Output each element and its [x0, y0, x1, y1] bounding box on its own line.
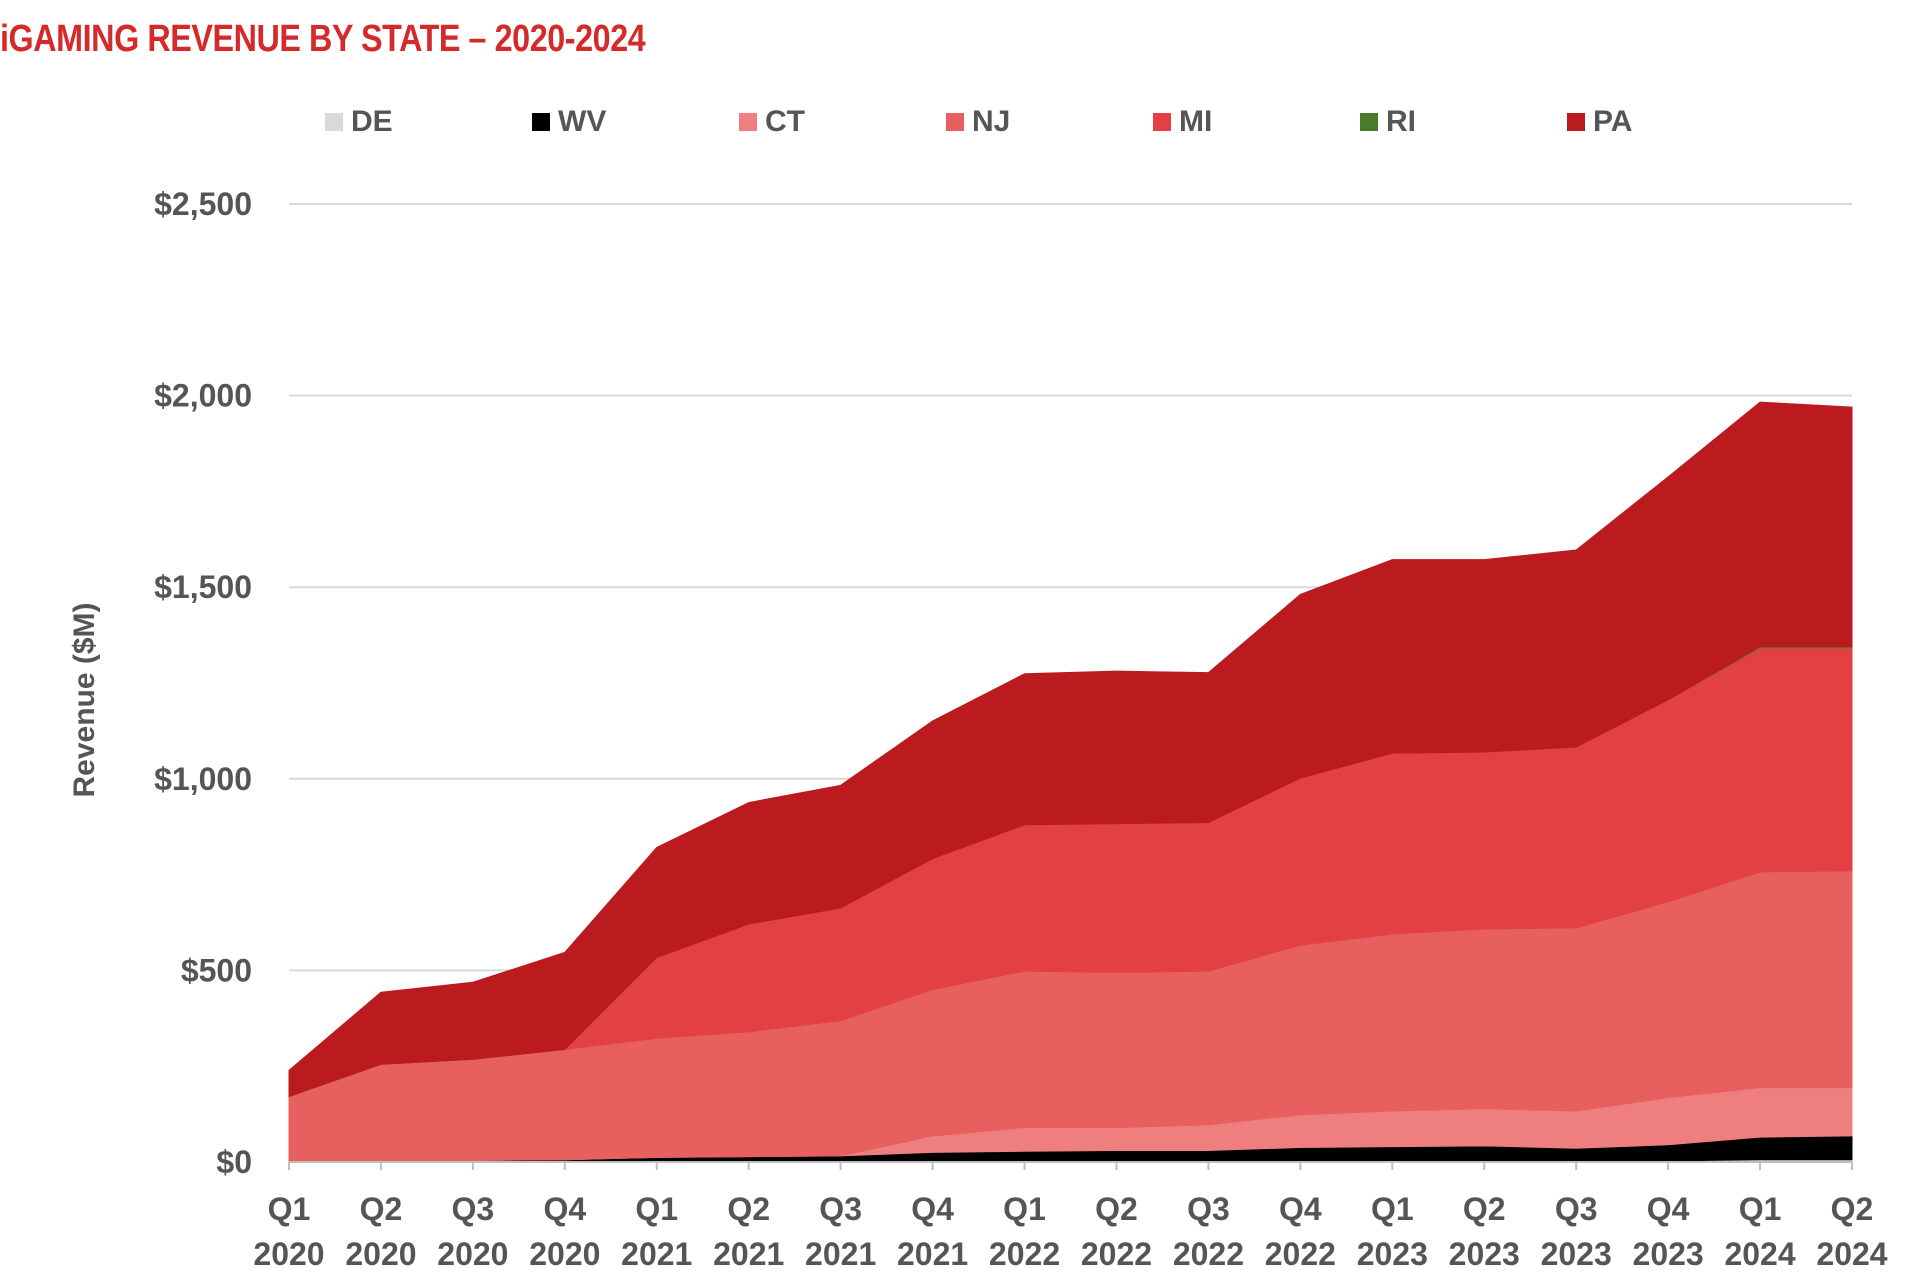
x-tick-label-year: 2023 — [1357, 1236, 1428, 1272]
x-tick-label-quarter: Q2 — [727, 1191, 770, 1227]
x-tick-label-quarter: Q1 — [1739, 1191, 1782, 1227]
x-tick-label-quarter: Q4 — [911, 1191, 954, 1227]
legend-item-ri: RI — [1360, 105, 1416, 139]
legend-item-wv: WV — [532, 105, 606, 139]
x-tick-label-quarter: Q1 — [1003, 1191, 1046, 1227]
area-pa — [288, 401, 1853, 1098]
x-tick-label-year: 2022 — [1173, 1236, 1244, 1272]
x-tick-label-quarter: Q3 — [819, 1191, 862, 1227]
y-tick-label: $500 — [181, 952, 252, 988]
legend-item-nj: NJ — [946, 105, 1010, 139]
x-tick-label-year: 2021 — [897, 1236, 968, 1272]
x-tick-label-year: 2023 — [1633, 1236, 1704, 1272]
x-tick-label-year: 2023 — [1449, 1236, 1520, 1272]
y-tick-label: $2,000 — [154, 378, 252, 414]
legend-label: NJ — [972, 105, 1011, 138]
legend-label: PA — [1593, 105, 1633, 138]
x-tick-label-year: 2021 — [805, 1236, 876, 1272]
legend-swatch — [946, 113, 964, 131]
legend-item-mi: MI — [1153, 105, 1212, 139]
x-tick-label-quarter: Q3 — [1187, 1191, 1230, 1227]
x-tick-label-quarter: Q4 — [1279, 1191, 1322, 1227]
y-tick-label: $1,000 — [154, 761, 252, 797]
x-tick-label-year: 2022 — [1081, 1236, 1152, 1272]
x-tick-label-quarter: Q1 — [1371, 1191, 1414, 1227]
x-tick-label-year: 2020 — [529, 1236, 600, 1272]
y-tick-label: $1,500 — [154, 569, 252, 605]
x-tick-label-quarter: Q1 — [635, 1191, 678, 1227]
x-tick-label-quarter: Q4 — [1647, 1191, 1690, 1227]
x-tick-label-quarter: Q2 — [1463, 1191, 1506, 1227]
x-tick-label-year: 2021 — [621, 1236, 692, 1272]
x-tick-label-year: 2020 — [437, 1236, 508, 1272]
y-tick-label: $0 — [216, 1144, 252, 1180]
legend-label: CT — [765, 105, 805, 138]
legend-swatch — [1153, 113, 1171, 131]
legend-swatch — [325, 113, 343, 131]
x-tick-label-year: 2021 — [713, 1236, 784, 1272]
legend: DE WV CT NJ MI RI PA — [325, 105, 1725, 145]
x-tick-label-quarter: Q2 — [1831, 1191, 1874, 1227]
x-tick-label-quarter: Q1 — [268, 1191, 311, 1227]
legend-item-pa: PA — [1567, 105, 1632, 139]
legend-item-ct: CT — [739, 105, 805, 139]
legend-label: WV — [558, 105, 607, 138]
x-tick-label-year: 2022 — [989, 1236, 1060, 1272]
x-tick-label-year: 2023 — [1541, 1236, 1612, 1272]
x-tick-label-year: 2020 — [345, 1236, 416, 1272]
x-tick-label-year: 2020 — [253, 1236, 324, 1272]
x-tick-label-quarter: Q2 — [1095, 1191, 1138, 1227]
legend-swatch — [532, 113, 550, 131]
x-tick-label-quarter: Q2 — [360, 1191, 403, 1227]
x-tick-label-year: 2024 — [1816, 1236, 1887, 1272]
legend-swatch — [1360, 113, 1378, 131]
x-tick-label-year: 2022 — [1265, 1236, 1336, 1272]
legend-swatch — [1567, 113, 1585, 131]
x-tick-label-year: 2024 — [1724, 1236, 1795, 1272]
legend-label: RI — [1386, 105, 1416, 138]
y-tick-label: $2,500 — [154, 186, 252, 222]
x-tick-label-quarter: Q4 — [543, 1191, 586, 1227]
x-tick-label-quarter: Q3 — [1555, 1191, 1598, 1227]
legend-swatch — [739, 113, 757, 131]
legend-item-de: DE — [325, 105, 393, 139]
y-axis-label: Revenue ($M) — [68, 602, 101, 797]
legend-label: DE — [351, 105, 393, 138]
x-tick-label-quarter: Q3 — [452, 1191, 495, 1227]
chart-title: iGAMING REVENUE BY STATE – 2020-2024 — [0, 18, 646, 60]
legend-label: MI — [1179, 105, 1213, 138]
